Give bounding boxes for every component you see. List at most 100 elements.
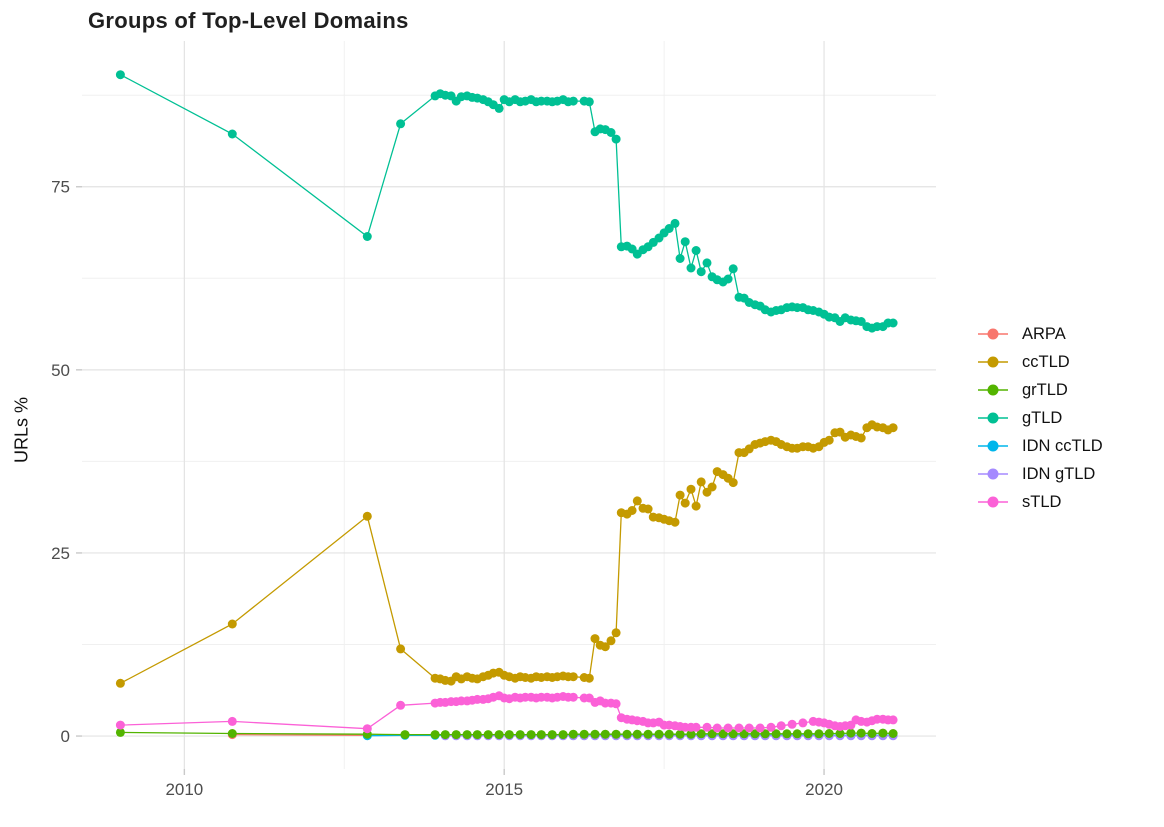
data-point — [691, 722, 701, 732]
data-point — [867, 729, 877, 738]
data-point — [686, 484, 696, 494]
data-point — [691, 246, 701, 255]
legend: ARPA ccTLD grTLD gTLD IDN ccTLD IDN gTLD sTLD — [976, 320, 1103, 516]
data-point — [362, 724, 372, 734]
data-point — [755, 723, 765, 733]
data-point — [664, 729, 674, 739]
data-point — [396, 119, 406, 129]
data-point — [536, 730, 546, 740]
x-tick-label: 2020 — [805, 780, 843, 799]
data-point — [702, 722, 712, 732]
data-point — [611, 729, 621, 739]
x-tick-label: 2015 — [485, 780, 523, 799]
data-point — [440, 730, 450, 740]
legend-item-grTLD: grTLD — [976, 376, 1103, 404]
data-point — [568, 729, 578, 739]
chart-title: Groups of Top-Level Domains — [88, 8, 409, 33]
data-point — [696, 267, 706, 277]
legend-swatch-icon — [978, 384, 1008, 396]
data-point — [584, 97, 594, 107]
legend-label: sTLD — [1022, 492, 1062, 511]
series-grTLD — [115, 727, 898, 740]
data-point — [643, 729, 653, 739]
legend-label: grTLD — [1022, 380, 1068, 399]
data-point — [675, 729, 685, 739]
data-point — [680, 237, 690, 247]
data-point — [568, 672, 578, 682]
data-point — [707, 482, 717, 492]
data-point — [494, 730, 504, 740]
data-point — [115, 720, 125, 730]
data-point — [835, 729, 845, 738]
data-point — [632, 496, 642, 506]
data-point — [462, 730, 472, 740]
y-tick-label: 75 — [51, 178, 70, 197]
data-point — [723, 274, 733, 284]
data-point — [782, 729, 792, 739]
data-point — [888, 318, 898, 328]
data-point — [803, 729, 813, 739]
data-point — [712, 723, 722, 733]
data-point — [675, 254, 685, 263]
legend-swatch-icon — [978, 440, 1008, 452]
legend-label: gTLD — [1022, 408, 1063, 427]
data-point — [771, 729, 781, 739]
data-point — [776, 721, 786, 731]
data-point — [670, 517, 680, 527]
data-point — [691, 501, 701, 511]
data-point — [568, 692, 578, 702]
data-point — [744, 723, 754, 733]
data-point — [723, 723, 733, 733]
data-point — [579, 729, 589, 739]
data-point — [739, 729, 749, 739]
data-point — [396, 644, 406, 654]
data-point — [707, 729, 717, 739]
data-point — [686, 729, 696, 739]
series-ccTLD — [115, 420, 898, 688]
data-point — [606, 128, 616, 137]
data-point — [611, 699, 621, 709]
data-point — [696, 477, 706, 487]
data-point — [611, 628, 621, 638]
y-axis-title: URLs % — [11, 396, 32, 464]
data-point — [675, 490, 685, 500]
data-point — [856, 433, 866, 443]
data-point — [526, 730, 536, 740]
legend-item-gTLD: gTLD — [976, 404, 1103, 432]
data-point — [888, 423, 898, 433]
data-point — [680, 498, 690, 508]
legend-swatch-icon — [978, 328, 1008, 340]
data-point — [643, 504, 653, 514]
legend-label: ARPA — [1022, 324, 1066, 343]
legend-item-ccTLD: ccTLD — [976, 348, 1103, 376]
data-point — [734, 723, 744, 733]
data-point — [227, 729, 237, 738]
data-point — [728, 478, 738, 488]
data-point — [472, 730, 482, 740]
data-point — [504, 730, 514, 740]
data-point — [568, 96, 578, 106]
grid-minor — [82, 41, 936, 769]
legend-item-ARPA: ARPA — [976, 320, 1103, 348]
legend-swatch-icon — [978, 496, 1008, 508]
data-point — [483, 730, 493, 740]
legend-item-IDN-gTLD: IDN gTLD — [976, 460, 1103, 488]
data-point — [814, 729, 824, 739]
data-point — [824, 435, 834, 445]
data-point — [622, 729, 632, 739]
data-point — [824, 729, 834, 738]
data-point — [227, 129, 237, 139]
data-point — [787, 719, 797, 729]
data-point — [227, 619, 237, 629]
data-point — [430, 730, 440, 740]
data-point — [728, 264, 738, 274]
legend-swatch-icon — [978, 356, 1008, 368]
data-point — [515, 730, 525, 740]
data-point — [718, 729, 728, 739]
data-point — [888, 715, 898, 725]
data-point — [396, 700, 406, 710]
data-point — [115, 678, 125, 688]
data-point — [590, 729, 600, 739]
data-point — [632, 729, 642, 739]
